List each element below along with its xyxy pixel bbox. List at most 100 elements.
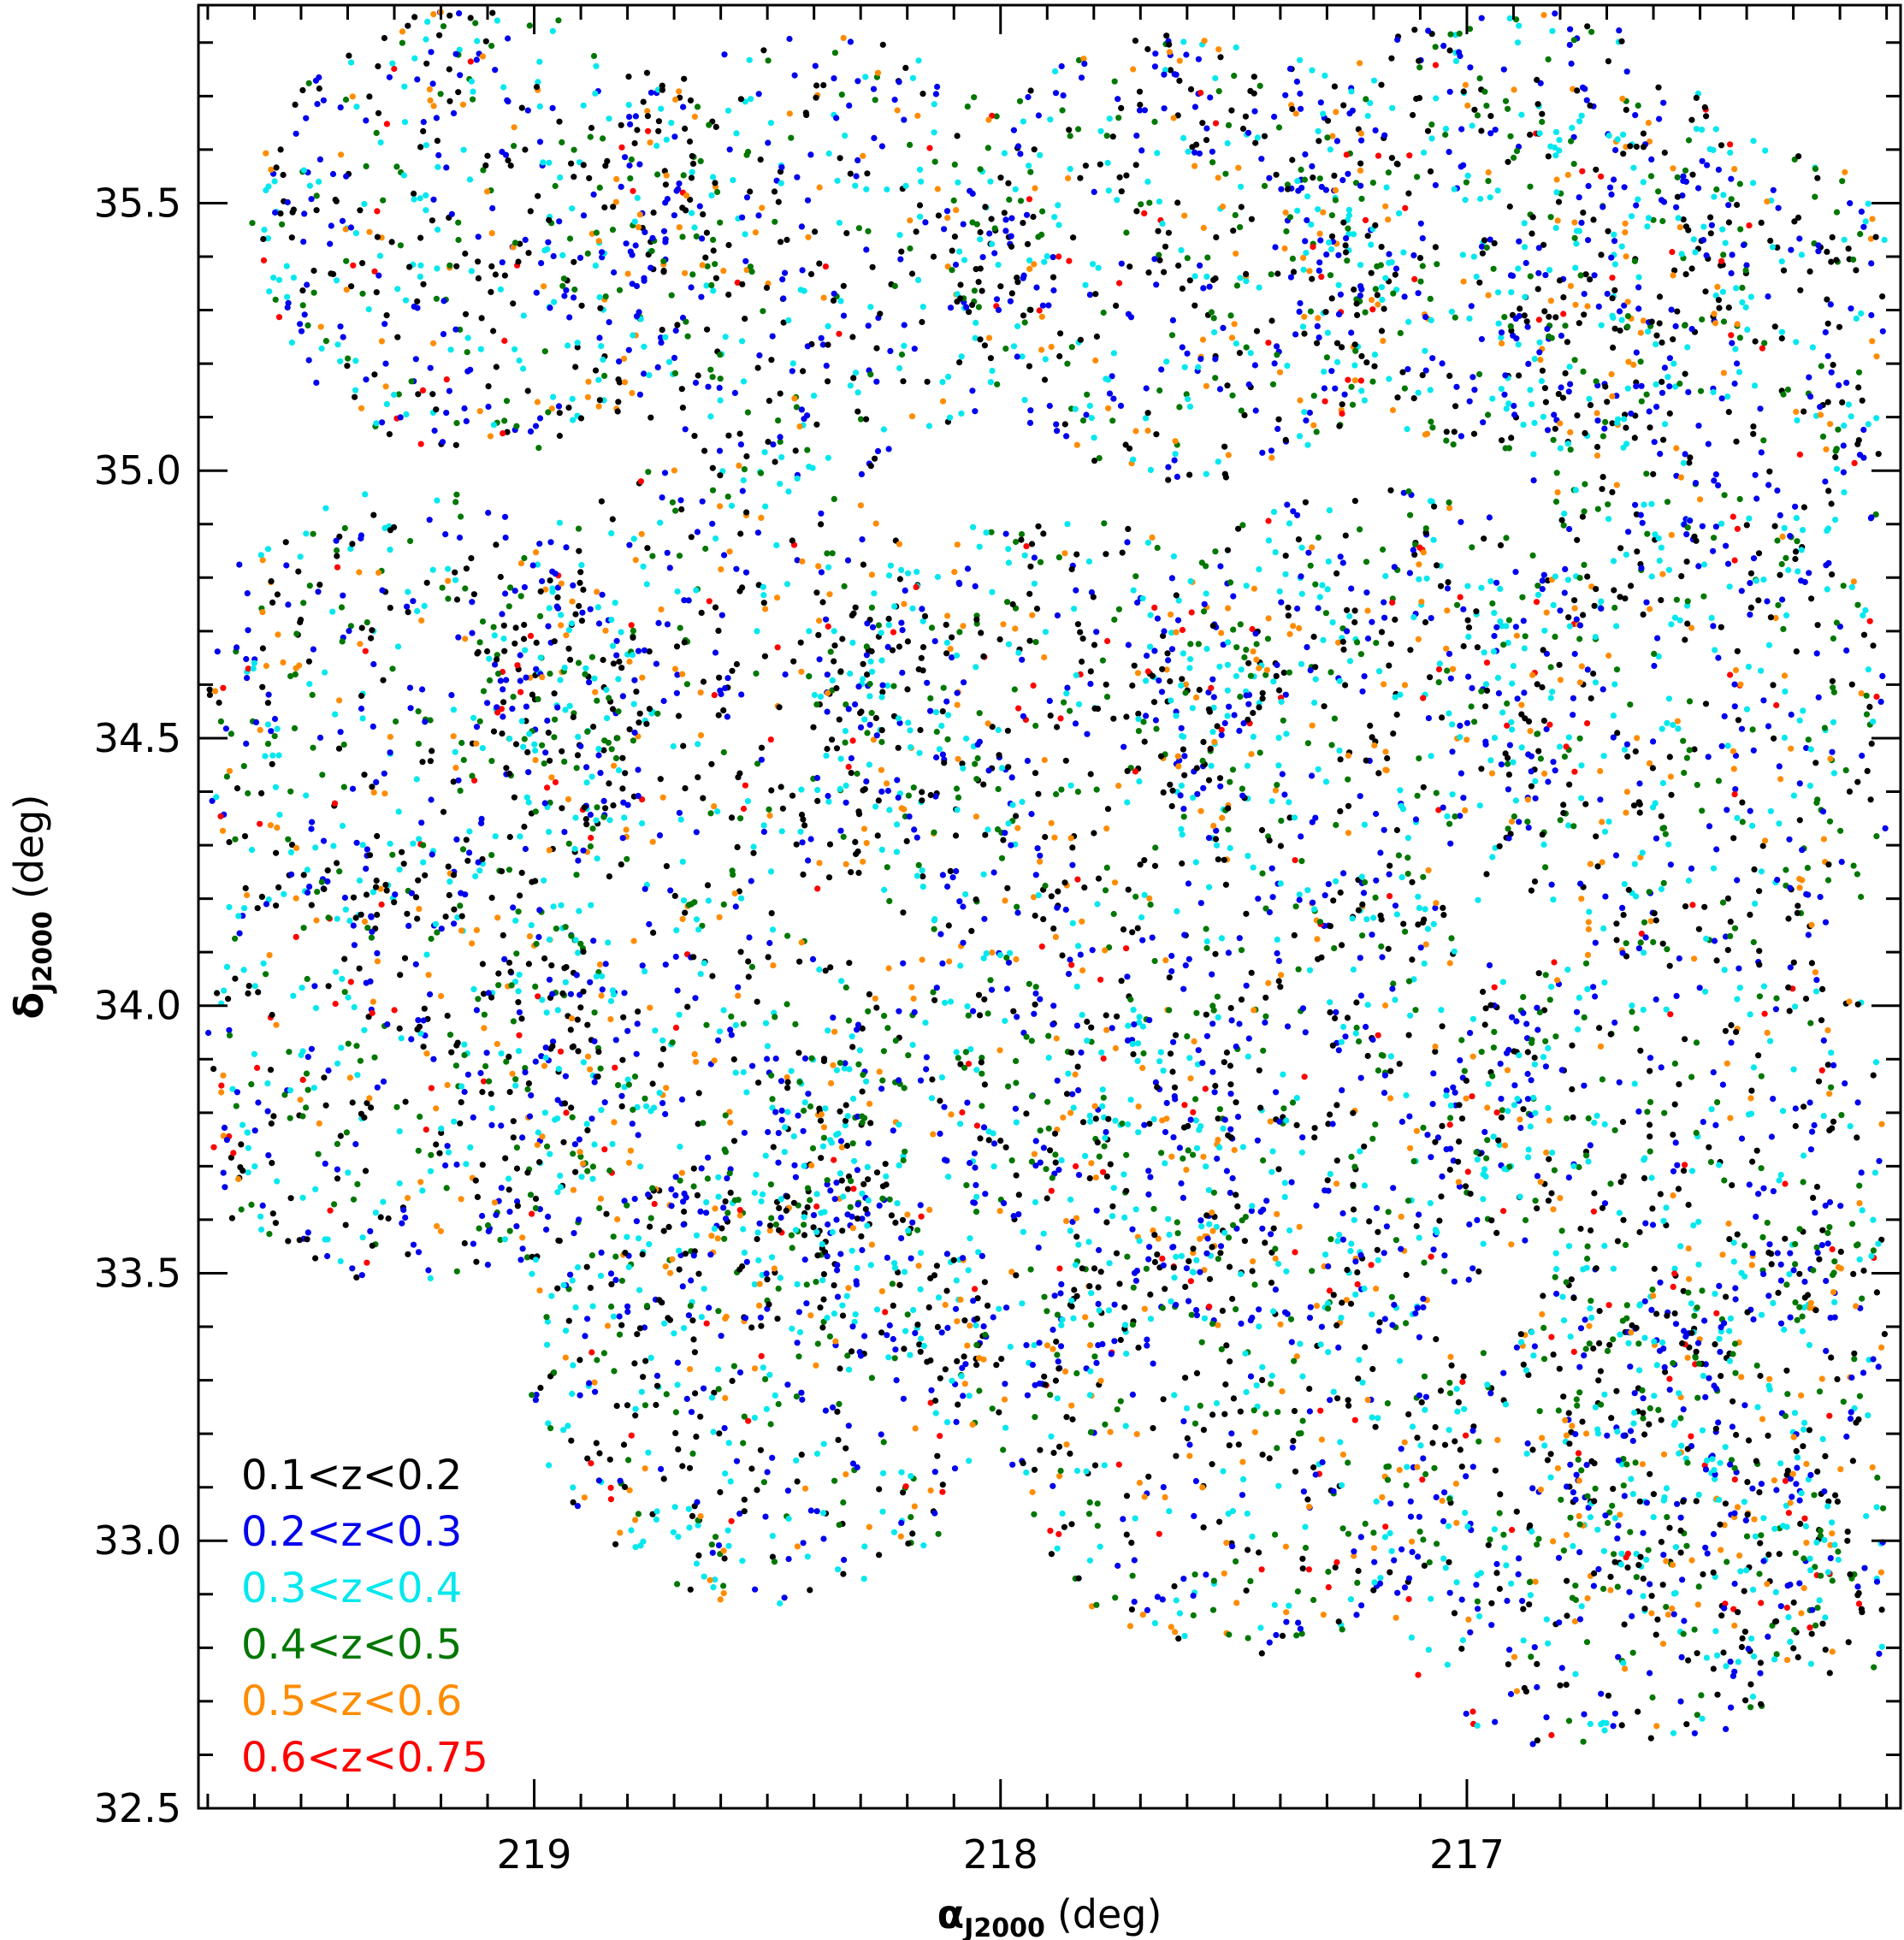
data-point (973, 1067, 980, 1074)
data-point (1168, 332, 1176, 339)
data-point (259, 557, 266, 564)
data-point (1149, 534, 1156, 541)
data-point (690, 1183, 697, 1190)
data-point (1412, 541, 1419, 548)
data-point (1503, 623, 1510, 630)
data-point (545, 239, 552, 245)
data-point (1582, 271, 1589, 278)
data-point (990, 1140, 998, 1147)
data-point (1617, 1511, 1623, 1518)
data-point (1185, 1298, 1192, 1304)
data-point (1643, 599, 1650, 606)
data-point (1590, 1208, 1597, 1215)
data-point (1781, 1326, 1788, 1334)
data-point (1460, 278, 1467, 285)
data-point (416, 836, 423, 843)
data-point (654, 171, 661, 178)
data-point (886, 807, 893, 813)
data-point (1013, 813, 1020, 819)
data-point (1245, 1635, 1251, 1641)
data-point (1055, 888, 1061, 895)
data-point (548, 774, 555, 781)
data-point (622, 154, 629, 161)
data-point (1156, 1058, 1163, 1065)
data-point (1581, 1352, 1588, 1359)
data-point (1782, 1412, 1789, 1420)
data-point (1690, 1222, 1697, 1229)
data-point (1881, 236, 1888, 244)
data-point (1695, 1583, 1702, 1590)
data-point (859, 1025, 866, 1032)
data-point (1816, 1256, 1823, 1263)
data-point (1566, 525, 1573, 533)
data-point (588, 902, 594, 908)
data-point (1280, 717, 1286, 724)
data-point (616, 287, 624, 293)
data-point (1543, 1714, 1550, 1721)
data-point (1469, 1428, 1476, 1434)
data-point (1647, 1068, 1653, 1074)
data-point (1093, 1601, 1100, 1608)
data-point (445, 863, 452, 870)
data-point (1833, 257, 1840, 263)
data-point (784, 1109, 791, 1115)
data-point (1870, 719, 1877, 725)
data-point (1876, 1650, 1883, 1657)
data-point (266, 952, 273, 959)
data-point (630, 535, 637, 542)
data-point (300, 925, 307, 932)
data-point (1482, 1005, 1489, 1012)
data-point (1073, 1233, 1080, 1240)
data-point (1765, 293, 1771, 300)
data-point (599, 973, 606, 979)
data-point (1747, 612, 1753, 618)
data-point (612, 1253, 619, 1260)
data-point (1449, 721, 1456, 728)
data-point (1647, 1735, 1654, 1742)
data-point (1203, 1032, 1210, 1039)
data-point (1561, 754, 1568, 760)
data-point (736, 430, 743, 437)
data-point (238, 1206, 245, 1213)
data-point (1162, 1493, 1168, 1500)
data-point (1042, 833, 1049, 841)
data-point (440, 808, 447, 815)
data-point (1750, 1316, 1757, 1323)
data-point (1550, 601, 1557, 609)
data-point (993, 113, 1000, 120)
data-point (1505, 639, 1511, 647)
data-point (1425, 715, 1432, 722)
data-point (399, 39, 405, 46)
data-point (1718, 742, 1725, 749)
data-point (814, 1340, 821, 1347)
data-point (884, 1025, 891, 1032)
data-point (1610, 1265, 1617, 1272)
data-point (425, 972, 432, 979)
data-point (1638, 930, 1645, 937)
data-point (1555, 1554, 1563, 1561)
data-point (1091, 1462, 1099, 1469)
data-point (863, 1078, 870, 1085)
data-point (1487, 757, 1494, 764)
data-point (1401, 682, 1409, 689)
data-point (1668, 306, 1675, 313)
data-point (1811, 1492, 1818, 1499)
data-point (863, 778, 870, 785)
data-point (1629, 1008, 1635, 1015)
data-point (986, 230, 993, 237)
data-point (1181, 364, 1188, 370)
data-point (1099, 1086, 1106, 1093)
data-point (1663, 1558, 1670, 1564)
data-point (1182, 1283, 1189, 1290)
data-point (804, 343, 811, 350)
data-point (1073, 1215, 1080, 1221)
data-point (552, 571, 559, 577)
data-point (1651, 1265, 1658, 1272)
data-point (405, 1251, 411, 1257)
data-point (1258, 156, 1265, 163)
data-point (878, 143, 885, 150)
data-point (647, 139, 653, 146)
data-point (1558, 384, 1564, 391)
data-point (1822, 1614, 1829, 1621)
data-point (740, 805, 748, 813)
